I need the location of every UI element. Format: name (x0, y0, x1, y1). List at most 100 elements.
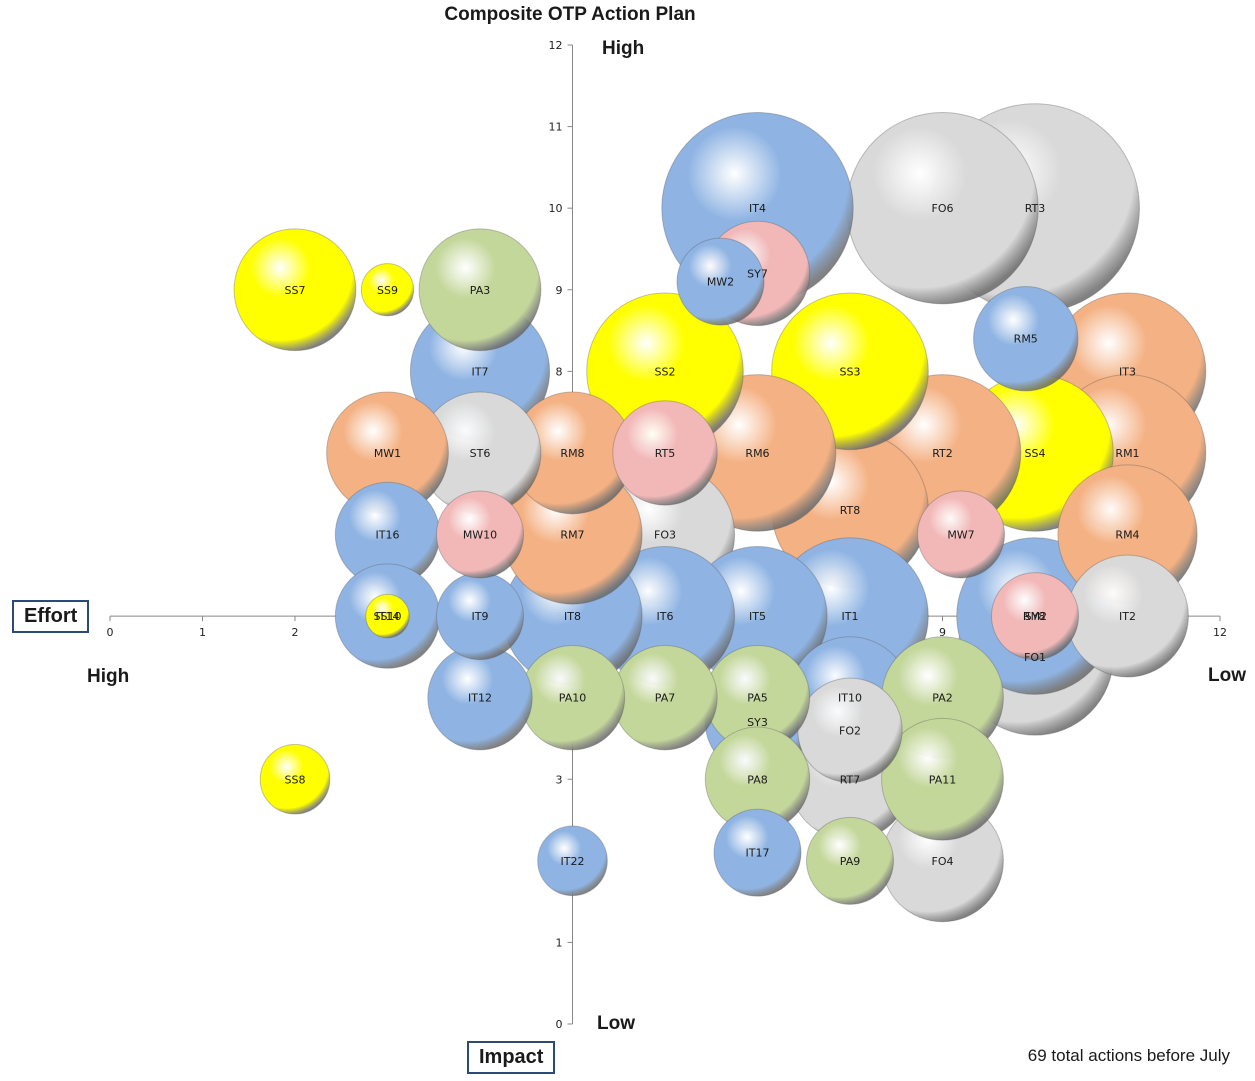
x-tick-label: 11 (1121, 626, 1135, 639)
bubble-label-ss2: SS2 (655, 365, 676, 378)
bubble-label-rt2: RT2 (932, 447, 953, 460)
bubble-rm5 (973, 286, 1079, 392)
x-tick-label: 7 (754, 626, 761, 639)
bubble-ss4 (956, 374, 1114, 532)
bubble-label-sy3: SY3 (747, 716, 768, 729)
bubble-label-rm2: RM2 (1023, 610, 1047, 623)
bubble-label-pa5: PA5 (747, 692, 767, 705)
bubble-label-rm4: RM4 (1115, 529, 1139, 542)
bubble-fo1 (956, 578, 1114, 736)
bubble-rm8 (511, 391, 634, 515)
y-tick-label: 8 (556, 365, 563, 378)
bubble-label-fo2: FO2 (839, 724, 861, 737)
bubble-it3 (1048, 292, 1207, 451)
bubble-label-ss4: SS4 (1025, 447, 1046, 460)
bubble-label-it3: IT3 (1119, 365, 1136, 378)
bubble-ss8 (259, 743, 331, 815)
bubble-pa11 (881, 717, 1004, 841)
bubble-label-pa2: PA2 (932, 692, 952, 705)
bubble-label-pa3: PA3 (470, 284, 490, 297)
bubble-label-it1: IT1 (842, 610, 859, 623)
bubble-label-rt7: RT7 (840, 773, 861, 786)
bubble-sy7 (704, 220, 811, 327)
bubble-mw2 (676, 237, 765, 326)
bubble-label-ss8: SS8 (285, 773, 306, 786)
bubble-it2 (1066, 554, 1189, 678)
bubble-sy3 (704, 669, 811, 775)
bubble-label-it4: IT4 (749, 202, 766, 215)
bubble-label-rt3: RT3 (1025, 202, 1046, 215)
bubble-fo4 (881, 799, 1004, 923)
y-tick-label: 10 (549, 202, 563, 215)
bubble-label-fo4: FO4 (932, 855, 954, 868)
bubble-it10 (788, 636, 912, 760)
x-tick-label: 0 (107, 626, 114, 639)
bubble-it12 (427, 644, 533, 751)
bubble-it8 (502, 545, 643, 687)
bubble-label-st6: ST6 (470, 447, 491, 460)
effort-low-label: Low (1208, 665, 1246, 686)
y-tick-label: 6 (556, 529, 563, 542)
bubble-mw7 (917, 490, 1005, 579)
bubble-st6 (418, 391, 542, 515)
bubble-label-rm5: RM5 (1014, 333, 1038, 346)
bubble-pa8 (704, 726, 811, 832)
bubble-label-ss9: SS9 (377, 284, 398, 297)
y-tick-label: 7 (556, 447, 563, 460)
bubble-label-mw7: MW7 (947, 529, 974, 542)
bubble-label-ss3: SS3 (840, 365, 861, 378)
bubble-label-it8: IT8 (564, 610, 581, 623)
bubble-ss2 (586, 292, 744, 451)
bubble-label-rm8: RM8 (560, 447, 584, 460)
bubble-sy8 (991, 572, 1079, 661)
bubble-ss3 (771, 292, 929, 451)
y-tick-label: 9 (556, 284, 563, 297)
bubble-label-it16: IT16 (376, 529, 400, 542)
bubble-pa2 (881, 636, 1004, 760)
bubble-rt2 (863, 374, 1022, 532)
bubble-label-rm6: RM6 (745, 447, 769, 460)
bubble-pa10 (519, 644, 626, 751)
bubble-it6 (594, 545, 736, 687)
bubble-label-mw2: MW2 (707, 276, 734, 289)
bubble-it16 (334, 481, 441, 588)
bubble-label-pa7: PA7 (655, 692, 675, 705)
bubble-label-pa10: PA10 (559, 692, 586, 705)
bubble-fo2 (797, 677, 903, 783)
bubble-label-it12: IT12 (468, 692, 492, 705)
effort-axis-label: Effort (12, 600, 90, 633)
bubble-label-rm1: RM1 (1115, 447, 1139, 460)
x-tick-label: 9 (939, 626, 946, 639)
x-tick-label: 8 (847, 626, 854, 639)
bubble-rt7 (788, 717, 912, 841)
x-tick-label: 1 (199, 626, 206, 639)
bubble-pa3 (418, 228, 542, 352)
bubble-it5 (687, 545, 828, 687)
impact-axis-label: Impact (467, 1041, 556, 1074)
bubble-rm7 (502, 464, 643, 605)
y-tick-label: 3 (556, 773, 563, 786)
bubble-it9 (436, 572, 524, 661)
bubble-rm4 (1057, 464, 1198, 605)
bubble-rm6 (678, 374, 837, 532)
total-actions-note: 69 total actions before July (1027, 1046, 1230, 1065)
bubble-label-it6: IT6 (657, 610, 674, 623)
bubble-label-it5: IT5 (749, 610, 766, 623)
bubble-label-mw1: MW1 (374, 447, 401, 460)
bubble-it1 (771, 537, 929, 695)
bubble-pa5 (704, 644, 811, 751)
bubble-fo3 (594, 464, 736, 605)
bubble-label-ss7: SS7 (285, 284, 306, 297)
bubble-ss10 (365, 593, 410, 639)
bubble-label-it17: IT17 (746, 847, 770, 860)
x-tick-label: 4 (477, 626, 484, 639)
bubble-label-it2: IT2 (1119, 610, 1136, 623)
bubble-label-sy7: SY7 (747, 267, 768, 280)
bubble-rm1 (1048, 374, 1207, 532)
y-tick-label: 12 (549, 39, 563, 52)
bubble-pa7 (612, 644, 718, 751)
